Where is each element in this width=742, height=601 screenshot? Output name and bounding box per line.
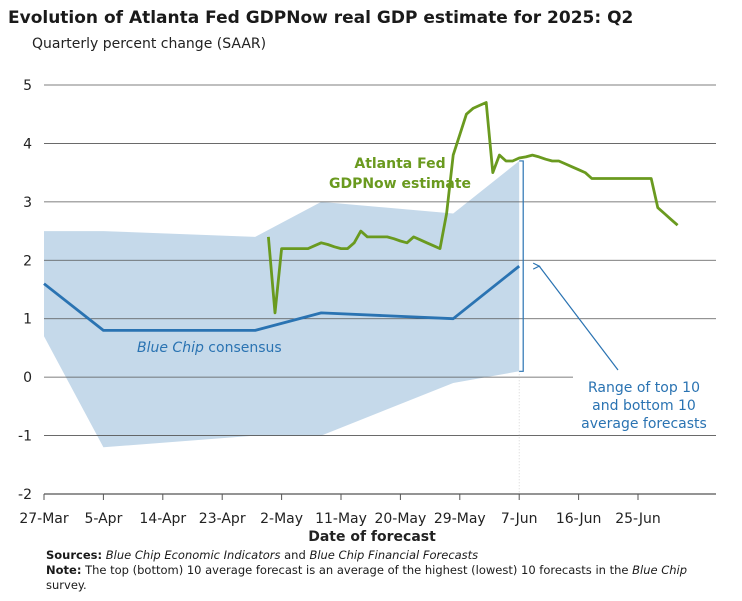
y-tick-label: 5 bbox=[23, 78, 32, 94]
gdpnow-label: Atlanta Fed bbox=[354, 156, 445, 172]
gdpnow-label: GDPNow estimate bbox=[329, 176, 471, 192]
range-band bbox=[44, 161, 520, 448]
range-label: average forecasts bbox=[581, 416, 707, 432]
note-text: The top (bottom) 10 average forecast is … bbox=[81, 563, 633, 577]
x-tick-label: 11-May bbox=[315, 511, 367, 527]
x-tick-label: 14-Apr bbox=[139, 511, 186, 527]
range-label: and bottom 10 bbox=[592, 398, 696, 414]
bluechip-label-rest: consensus bbox=[204, 340, 282, 356]
y-tick-label: 2 bbox=[23, 253, 32, 269]
x-tick-label: 7-Jun bbox=[501, 511, 538, 527]
note-italic: Blue Chip bbox=[632, 563, 688, 577]
range-bracket bbox=[519, 160, 524, 372]
range-pointer-head bbox=[532, 262, 541, 270]
x-tick-label: 5-Apr bbox=[84, 511, 122, 527]
x-tick-label: 29-May bbox=[434, 511, 486, 527]
bluechip-label-italic: Blue Chip bbox=[137, 340, 204, 356]
sources-text1: Blue Chip Economic Indicators bbox=[105, 548, 281, 562]
y-tick-label: 4 bbox=[23, 136, 32, 152]
note-tail: survey. bbox=[46, 578, 87, 592]
y-tick-label: -1 bbox=[18, 429, 32, 445]
note-line: Note: The top (bottom) 10 average foreca… bbox=[46, 563, 706, 593]
x-tick-label: 16-Jun bbox=[556, 511, 602, 527]
x-tick-label: 20-May bbox=[374, 511, 426, 527]
note-label: Note: bbox=[46, 563, 82, 577]
range-pointer-line bbox=[538, 265, 619, 371]
x-tick-label: 27-Mar bbox=[19, 511, 69, 527]
sources-and: and bbox=[280, 548, 310, 562]
range-label: Range of top 10 bbox=[588, 380, 700, 396]
y-tick-label: 0 bbox=[23, 370, 32, 386]
bluechip-label: Blue Chip consensus bbox=[137, 340, 282, 356]
footnotes: Sources: Blue Chip Economic Indicators a… bbox=[46, 548, 706, 593]
gdpnow-line bbox=[267, 101, 679, 315]
chart-title: Evolution of Atlanta Fed GDPNow real GDP… bbox=[8, 8, 634, 28]
x-axis-label: Date of forecast bbox=[308, 529, 436, 545]
sources-line: Sources: Blue Chip Economic Indicators a… bbox=[46, 548, 706, 563]
range-label-bg bbox=[573, 373, 716, 435]
sources-text2: Blue Chip Financial Forecasts bbox=[309, 548, 479, 562]
y-tick-label: -2 bbox=[18, 487, 32, 503]
sources-label: Sources: bbox=[46, 548, 103, 562]
chart-subtitle: Quarterly percent change (SAAR) bbox=[32, 36, 267, 52]
x-tick-label: 2-May bbox=[260, 511, 303, 527]
y-tick-label: 3 bbox=[23, 195, 32, 211]
bluechip-line bbox=[43, 265, 521, 332]
x-tick-label: 23-Apr bbox=[199, 511, 246, 527]
x-tick-label: 25-Jun bbox=[615, 511, 661, 527]
y-tick-label: 1 bbox=[23, 312, 32, 328]
